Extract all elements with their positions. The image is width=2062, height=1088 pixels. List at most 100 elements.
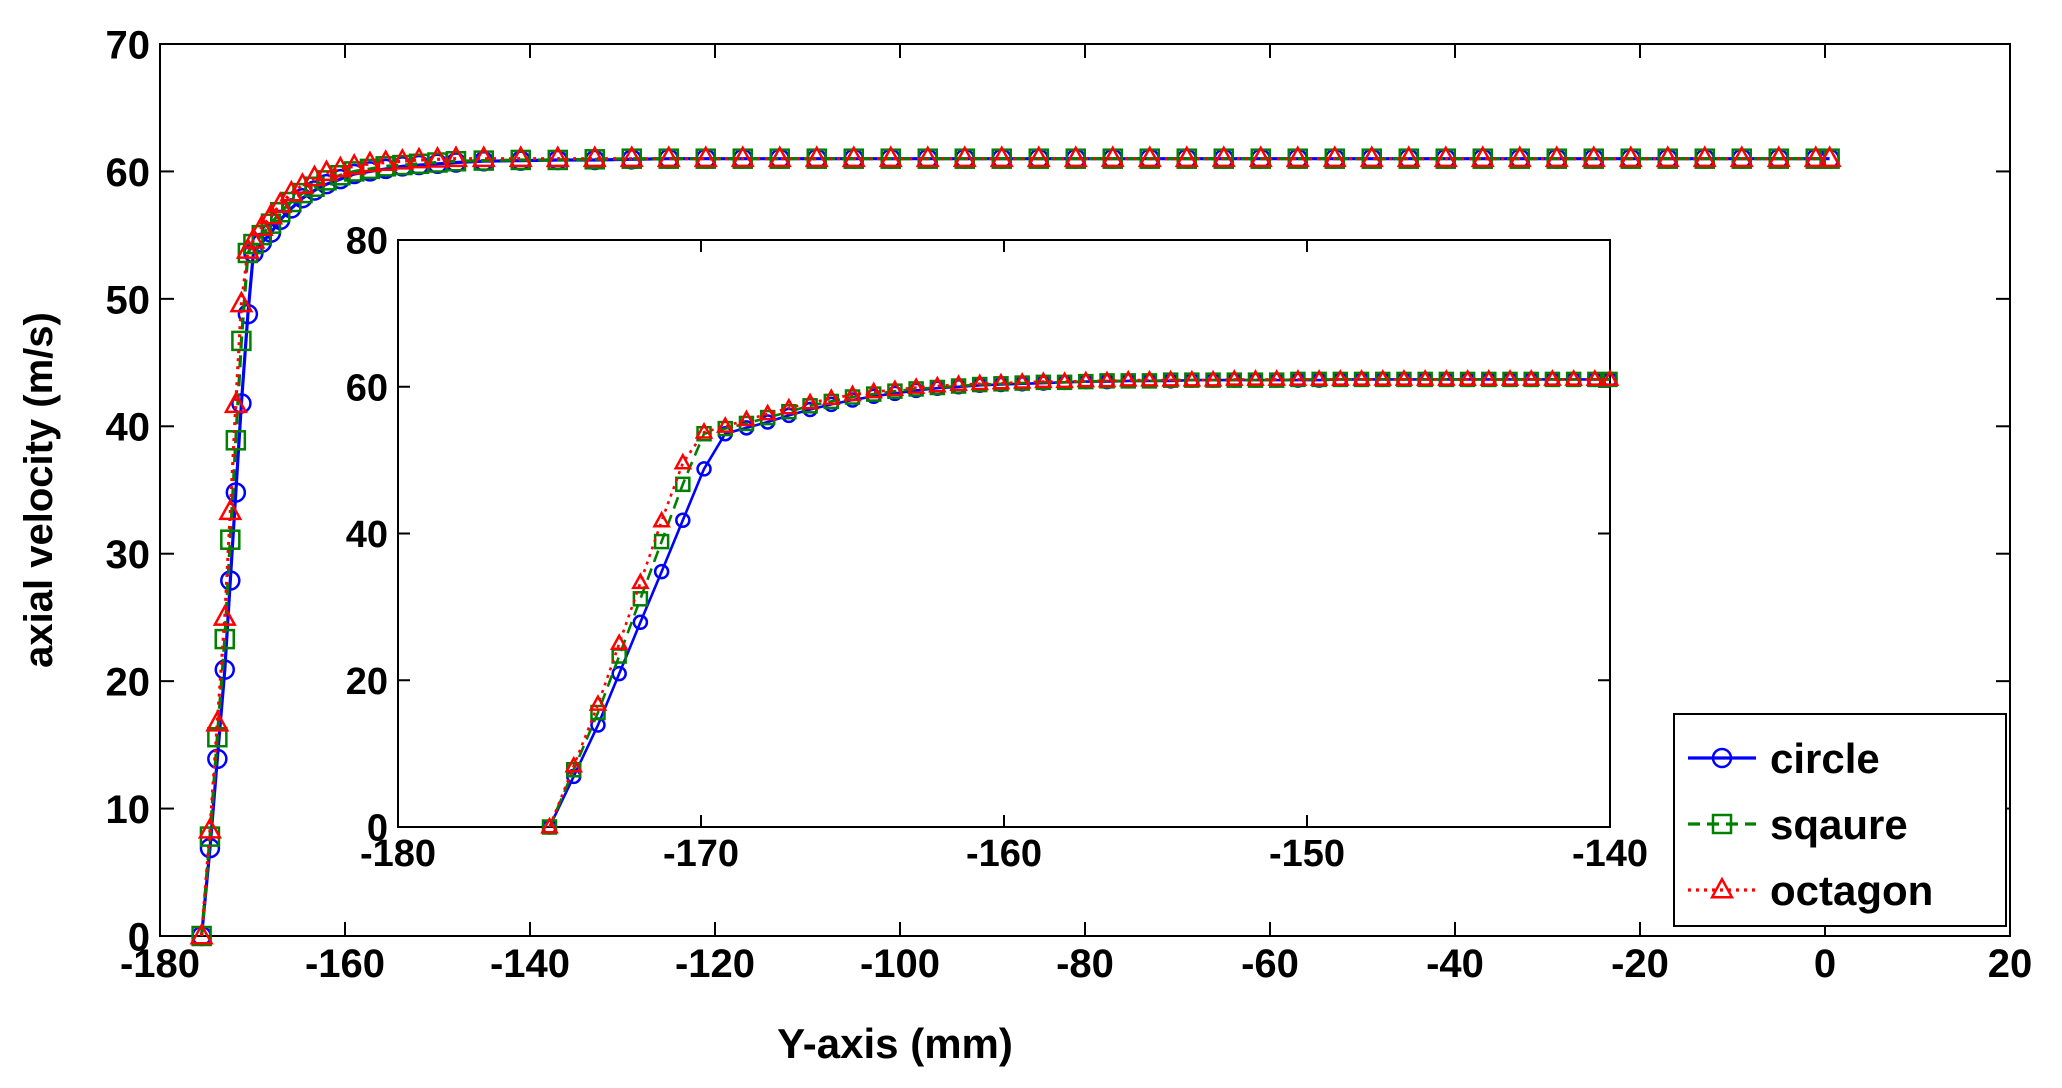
data-point-octagon xyxy=(290,172,315,194)
y-tick-label: 0 xyxy=(367,808,388,850)
data-point-octagon xyxy=(342,152,367,175)
data-point-octagon xyxy=(205,709,230,732)
data-point-octagon xyxy=(779,397,799,415)
y-tick-label: 80 xyxy=(346,221,388,263)
legend-marker-circle xyxy=(1711,747,1733,769)
data-point-octagon xyxy=(737,409,756,427)
data-point-octagon xyxy=(1331,369,1350,386)
data-point-octagon xyxy=(258,202,284,225)
data-point-octagon xyxy=(822,388,841,405)
data-point-octagon xyxy=(390,147,415,170)
x-tick-label: -140 xyxy=(1572,833,1648,875)
data-point-octagon xyxy=(693,145,718,168)
data-point-octagon xyxy=(1076,370,1096,388)
legend-label-octagon: octagon xyxy=(1770,867,1933,914)
data-point-circle xyxy=(220,570,241,591)
data-point-octagon xyxy=(1203,369,1223,387)
data-point-sqaure xyxy=(220,529,241,550)
data-point-octagon xyxy=(970,373,990,391)
data-point-octagon xyxy=(545,145,570,168)
data-point-octagon xyxy=(1322,145,1347,168)
data-point-octagon xyxy=(1225,369,1244,386)
data-point-sqaure xyxy=(675,476,691,493)
data-point-sqaure xyxy=(231,330,252,352)
data-point-octagon xyxy=(989,145,1014,168)
data-point-sqaure xyxy=(445,150,467,172)
data-point-octagon xyxy=(715,415,735,433)
legend-marker-sqaure xyxy=(1711,813,1733,835)
data-point-octagon xyxy=(229,290,254,313)
data-point-octagon xyxy=(1437,369,1456,386)
data-point-octagon xyxy=(1055,371,1074,389)
data-point-octagon xyxy=(425,145,450,168)
data-point-octagon xyxy=(694,421,714,439)
data-point-octagon xyxy=(1248,145,1273,168)
data-point-octagon xyxy=(406,146,432,169)
data-point-octagon xyxy=(915,145,940,168)
x-tick-label: 0 xyxy=(1814,942,1836,986)
data-point-octagon xyxy=(1394,369,1414,386)
data-point-octagon xyxy=(673,452,693,470)
data-point-octagon xyxy=(1267,369,1286,386)
data-point-octagon xyxy=(1507,145,1532,168)
data-point-octagon xyxy=(1543,369,1562,386)
x-tick-label: -120 xyxy=(675,942,755,986)
data-point-octagon xyxy=(878,145,903,168)
data-point-octagon xyxy=(212,604,237,626)
data-point-circle xyxy=(653,563,670,580)
data-point-octagon xyxy=(1100,145,1125,168)
x-tick-label: -170 xyxy=(663,833,739,875)
plot-area-inset xyxy=(397,239,1611,828)
x-tick-label: -80 xyxy=(1056,942,1114,986)
data-point-octagon xyxy=(1585,369,1605,386)
data-point-octagon xyxy=(1026,145,1051,168)
y-tick-label: 0 xyxy=(128,915,150,959)
data-point-octagon xyxy=(197,816,222,839)
data-point-octagon xyxy=(357,150,382,173)
data-point-octagon xyxy=(1288,369,1308,386)
data-point-octagon xyxy=(471,145,496,168)
data-point-octagon xyxy=(218,498,243,521)
data-point-octagon xyxy=(1521,369,1541,386)
x-tick-label: -160 xyxy=(305,942,385,986)
data-point-octagon xyxy=(564,755,584,773)
data-point-octagon xyxy=(1433,145,1458,168)
x-tick-label: -150 xyxy=(1269,833,1345,875)
data-point-octagon xyxy=(268,191,293,214)
data-point-octagon xyxy=(540,816,559,834)
data-point-octagon xyxy=(241,226,266,249)
data-point-octagon xyxy=(1359,145,1384,168)
x-axis-label: Y-axis (mm) xyxy=(777,1020,1013,1067)
y-tick-label: 10 xyxy=(106,788,151,832)
data-point-octagon xyxy=(652,510,671,528)
data-point-octagon xyxy=(1500,369,1520,386)
y-axis-label: axial velocity (m/s) xyxy=(17,312,61,668)
x-tick-label: -180 xyxy=(120,942,200,986)
data-point-octagon xyxy=(1470,145,1495,168)
y-tick-label: 20 xyxy=(346,661,388,703)
data-point-octagon xyxy=(800,392,820,410)
data-point-octagon xyxy=(189,922,214,945)
data-point-octagon xyxy=(619,145,644,168)
data-point-octagon xyxy=(279,179,304,202)
data-point-octagon xyxy=(1097,370,1117,388)
data-point-octagon xyxy=(843,384,862,402)
data-point-octagon xyxy=(1479,369,1499,386)
data-point-octagon xyxy=(631,572,650,590)
x-tick-label: -40 xyxy=(1426,942,1484,986)
data-point-circle xyxy=(611,665,627,682)
data-point-octagon xyxy=(1118,369,1138,387)
data-point-sqaure xyxy=(473,150,494,171)
data-point-octagon xyxy=(1211,145,1236,168)
data-point-octagon xyxy=(1352,369,1371,386)
data-point-circle xyxy=(207,748,228,770)
data-point-circle xyxy=(696,461,712,477)
data-point-octagon xyxy=(758,403,777,421)
data-point-octagon xyxy=(841,145,866,168)
data-point-octagon xyxy=(223,391,248,414)
data-point-octagon xyxy=(443,145,469,168)
legend-label-circle: circle xyxy=(1770,735,1880,782)
data-point-octagon xyxy=(1655,145,1680,168)
x-tick-label: -100 xyxy=(860,942,940,986)
